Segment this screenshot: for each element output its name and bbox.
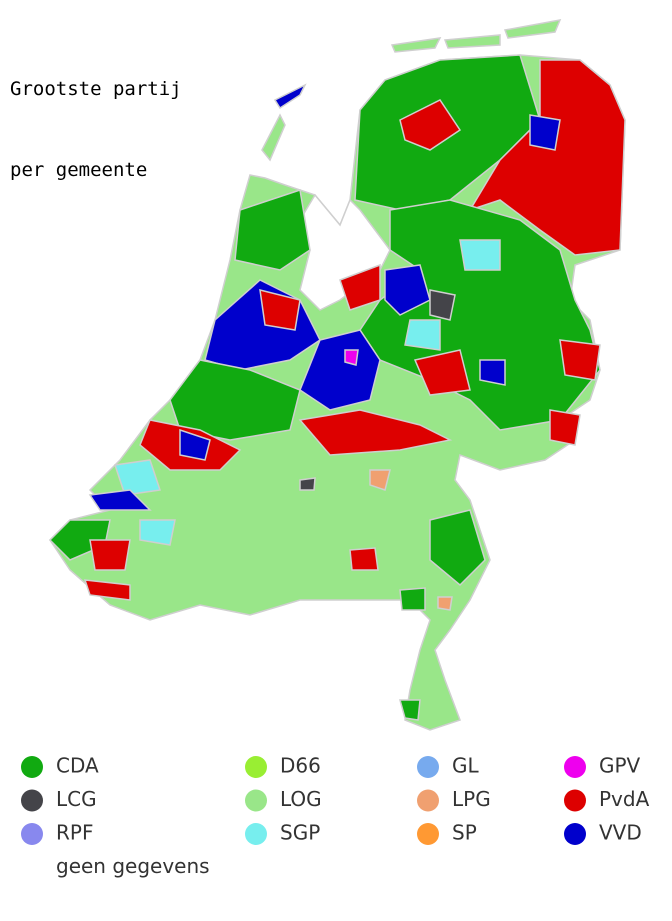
legend-label: SGP (280, 821, 320, 845)
legend-label: GL (452, 754, 479, 778)
legend-swatch (21, 756, 43, 778)
legend-label: geen gegevens (56, 854, 210, 878)
legend-label: CDA (56, 754, 99, 778)
legend-swatch (417, 823, 439, 845)
map-title: Grootste partij per gemeente (10, 22, 182, 238)
legend-label: SP (452, 821, 477, 845)
title-line: Grootste partij (10, 78, 182, 100)
legend-label: LOG (280, 787, 322, 811)
legend-swatch (21, 856, 43, 879)
legend-swatch (417, 789, 439, 812)
legend-swatch (245, 789, 267, 812)
legend-swatch (21, 823, 43, 845)
legend-label: GPV (599, 754, 641, 778)
title-line: per gemeente (10, 159, 148, 181)
legend-swatch (564, 789, 586, 812)
legend-swatch (564, 756, 586, 778)
legend-swatch (245, 756, 267, 778)
municipalities (48, 19, 626, 731)
legend-label: LPG (452, 787, 491, 811)
legend-swatch (21, 789, 43, 812)
legend: CDA LCG RPF geen gegevens D66 LOG SGP GL LPG SP GP… (21, 754, 650, 879)
legend-swatch (245, 823, 267, 845)
legend-label: D66 (280, 754, 321, 778)
legend-label: LCG (56, 787, 97, 811)
legend-label: PvdA (599, 787, 650, 811)
legend-label: RPF (56, 821, 93, 845)
legend-label: VVD (599, 821, 642, 845)
legend-swatch (564, 823, 586, 845)
legend-swatch (417, 756, 439, 778)
